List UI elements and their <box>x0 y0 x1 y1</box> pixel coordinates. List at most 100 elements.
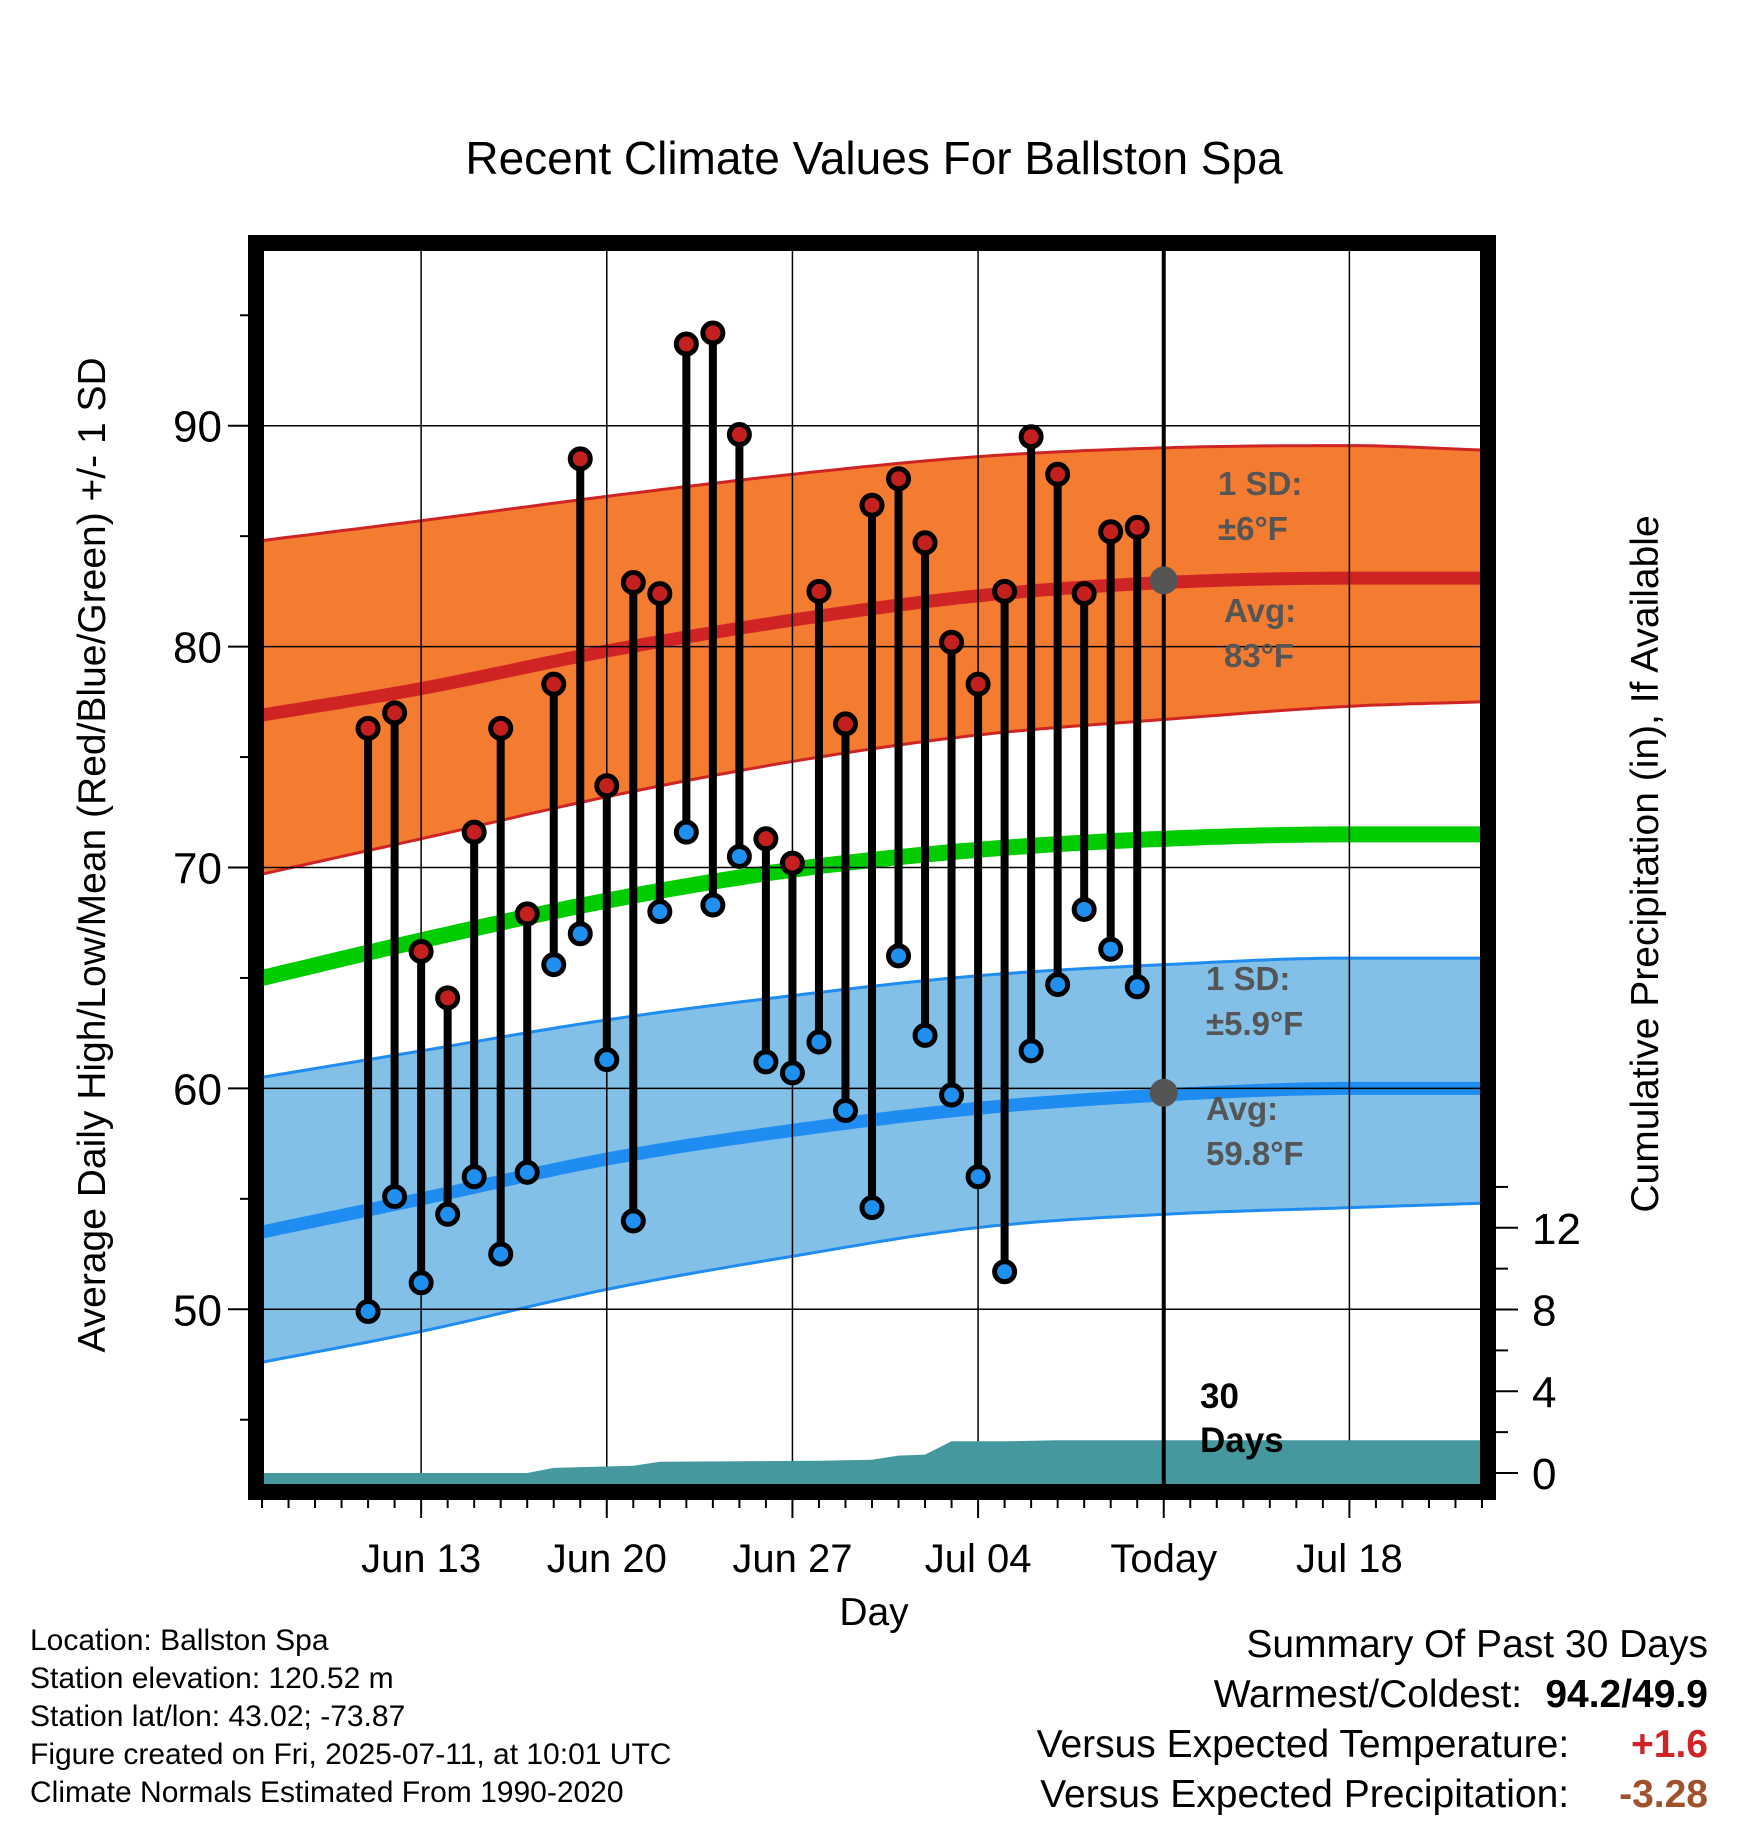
y2-tick-label: 0 <box>1532 1450 1556 1499</box>
observed-high-point <box>594 773 620 799</box>
summary-title: Summary Of Past 30 Days <box>1246 1623 1708 1666</box>
x-tick-label: Jun 27 <box>732 1537 852 1581</box>
today-avg-high-marker <box>1149 566 1178 595</box>
observed-high-point <box>488 715 514 741</box>
observed-high-point <box>620 570 646 596</box>
observed-low-point <box>435 1201 461 1227</box>
observed-high-point <box>992 578 1018 604</box>
precip-diff-value: -3.28 <box>1619 1773 1708 1816</box>
x-axis-label: Day <box>839 1591 909 1634</box>
footer-latlon: Station lat/lon: 43.02; -73.87 <box>30 1700 406 1733</box>
observed-low-point <box>1018 1038 1044 1064</box>
footer-location: Location: Ballston Spa <box>30 1624 329 1657</box>
observed-high-point <box>673 331 699 357</box>
low-sd-annotation: ±5.9°F <box>1206 1005 1303 1042</box>
high-sd-annotation: ±6°F <box>1218 510 1288 547</box>
observed-low-point <box>1124 974 1150 1000</box>
observed-high-point <box>1098 519 1124 545</box>
observed-low-point <box>620 1208 646 1234</box>
observed-low-point <box>461 1164 487 1190</box>
y-tick-label: 90 <box>173 403 222 452</box>
observed-low-point <box>673 819 699 845</box>
observed-low-point <box>1098 936 1124 962</box>
observed-low-point <box>726 843 752 869</box>
y2-tick-label: 4 <box>1532 1368 1556 1417</box>
y-axis-label: Average Daily High/Low/Mean (Red/Blue/Gr… <box>71 357 114 1352</box>
observed-low-point <box>965 1164 991 1190</box>
observed-high-point <box>382 700 408 726</box>
low-sd-lower-line <box>262 1201 1482 1364</box>
today-days-label: Days <box>1200 1421 1284 1460</box>
observed-low-point <box>514 1159 540 1185</box>
observed-high-point <box>541 671 567 697</box>
observed-low-point <box>806 1029 832 1055</box>
x-tick-label: Jul 04 <box>925 1537 1032 1581</box>
today-avg-low-marker <box>1149 1078 1178 1107</box>
temp-diff-label: Versus Expected Temperature: <box>1036 1723 1570 1766</box>
warm-cold-label: Warmest/Coldest: <box>1213 1673 1523 1716</box>
observed-high-point <box>408 938 434 964</box>
y2-tick-label: 8 <box>1532 1287 1556 1336</box>
observed-high-point <box>647 581 673 607</box>
observed-high-point <box>753 826 779 852</box>
footer-info: Location: Ballston Spa Station elevation… <box>30 1622 671 1812</box>
high-sd-upper-line <box>262 444 1482 543</box>
observed-low-point <box>912 1022 938 1048</box>
high-avg-annotation: Avg: <box>1224 592 1296 629</box>
observed-high-point <box>1071 581 1097 607</box>
temp-diff-value: +1.6 <box>1631 1723 1708 1766</box>
observed-high-point <box>726 422 752 448</box>
observed-high-point <box>461 819 487 845</box>
observed-low-point <box>859 1195 885 1221</box>
y-tick-label: 70 <box>173 845 222 894</box>
observed-low-point <box>886 943 912 969</box>
today-days-label: 30 <box>1200 1377 1239 1416</box>
observed-low-point <box>594 1047 620 1073</box>
observed-low-point <box>939 1082 965 1108</box>
x-tick-label: Jun 13 <box>361 1537 481 1581</box>
observed-low-point <box>1071 896 1097 922</box>
observed-low-point <box>355 1298 381 1324</box>
low-avg-annotation: 59.8°F <box>1206 1135 1304 1172</box>
observed-low-point <box>779 1060 805 1086</box>
observed-high-point <box>1045 461 1071 487</box>
observed-high-point <box>779 850 805 876</box>
chart-title: Recent Climate Values For Ballston Spa <box>465 132 1283 184</box>
precipitation-area <box>262 1440 1482 1486</box>
observed-low-point <box>1045 972 1071 998</box>
observed-high-point <box>859 492 885 518</box>
observed-high-point <box>435 985 461 1011</box>
observed-low-point <box>408 1270 434 1296</box>
x-tick-label: Today <box>1110 1537 1217 1581</box>
y2-axis-label: Cumulative Precipitation (in), If Availa… <box>1624 515 1667 1212</box>
observed-high-point <box>514 901 540 927</box>
observed-low-point <box>700 892 726 918</box>
observed-high-point <box>939 629 965 655</box>
footer-elevation: Station elevation: 120.52 m <box>30 1662 394 1695</box>
observed-low-point <box>567 921 593 947</box>
observed-high-point <box>912 530 938 556</box>
observed-low-point <box>992 1259 1018 1285</box>
observed-high-point <box>1018 424 1044 450</box>
high-sd-annotation: 1 SD: <box>1218 465 1302 502</box>
observed-high-point <box>965 671 991 697</box>
observed-high-point <box>886 466 912 492</box>
low-sd-annotation: 1 SD: <box>1206 960 1290 997</box>
y-tick-label: 60 <box>173 1065 222 1114</box>
observed-high-point <box>355 715 381 741</box>
plot-frame <box>248 235 1496 1500</box>
y-tick-label: 80 <box>173 624 222 673</box>
observed-high-point <box>567 446 593 472</box>
observed-low-point <box>488 1241 514 1267</box>
observed-high-point <box>700 320 726 346</box>
observed-high-point <box>1124 514 1150 540</box>
footer-normals: Climate Normals Estimated From 1990-2020 <box>30 1776 624 1809</box>
plot-area: 1 SD: ±6°F Avg: 83°F 1 SD: ±5.9°F Avg: 59.8°F 30… <box>173 235 1581 1581</box>
y-tick-label: 50 <box>173 1286 222 1335</box>
warm-cold-value: 94.2/49.9 <box>1545 1673 1708 1716</box>
x-tick-label: Jun 20 <box>547 1537 667 1581</box>
observed-high-point <box>806 578 832 604</box>
high-avg-annotation: 83°F <box>1224 637 1294 674</box>
observed-low-point <box>541 952 567 978</box>
